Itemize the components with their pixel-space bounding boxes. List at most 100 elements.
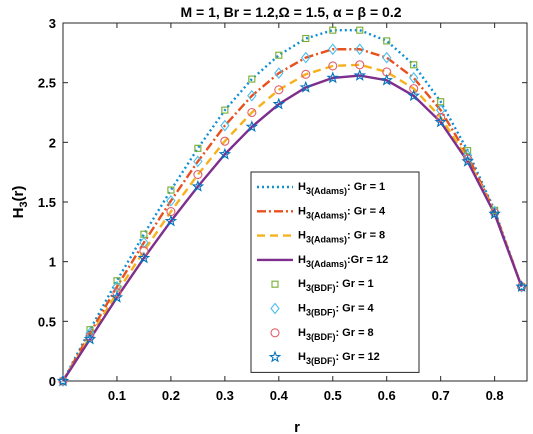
legend-item: H3(Adams): Gr = 4 (257, 205, 386, 220)
data-point (407, 89, 420, 102)
data-point (247, 107, 257, 118)
series-4 (61, 74, 523, 382)
legend-item: H3(Adams): Gr = 1 (257, 181, 385, 196)
x-axis-label: r (294, 419, 300, 434)
data-point (299, 80, 313, 93)
data-point (110, 290, 124, 303)
x-tick-label: 0.3 (216, 388, 234, 403)
legend-item: H3(Adams):Gr = 12 (257, 254, 388, 269)
x-tick-label: 0.6 (378, 388, 396, 403)
series-line (61, 48, 523, 382)
data-point (462, 149, 473, 162)
data-point (274, 67, 284, 80)
data-point (435, 104, 446, 116)
data-point (301, 69, 311, 79)
series-5 (59, 26, 526, 385)
legend-box (250, 171, 420, 373)
x-tick-label: 0.5 (324, 388, 342, 403)
data-point (167, 186, 175, 194)
data-point (408, 72, 419, 84)
data-point (326, 71, 340, 84)
data-point (434, 115, 447, 128)
data-point (355, 60, 365, 70)
data-point (193, 155, 203, 168)
x-tick-label: 0.2 (162, 388, 180, 403)
legend-label: H3(Adams): Gr = 1 (298, 181, 385, 196)
data-point (220, 119, 230, 132)
legend-label: H3(Adams): Gr = 4 (298, 205, 386, 220)
legend-label: H3(Adams): Gr = 8 (298, 230, 385, 245)
chart-title: M = 1, Br = 1.2,Ω = 1.5, α = β = 0.2 (181, 4, 402, 20)
data-point (328, 43, 338, 56)
y-tick-label: 0.5 (38, 314, 56, 329)
legend-item: H3(Adams): Gr = 8 (257, 230, 385, 245)
y-axis-label-rest: (r) (10, 186, 27, 202)
y-axis-label: H3(r) (10, 186, 30, 219)
y-tick-label: 0 (49, 374, 56, 389)
data-point (137, 251, 151, 264)
x-tick-label: 0.8 (486, 388, 504, 403)
y-axis-label-sub: 3 (18, 201, 30, 207)
x-tick-label: 0.1 (108, 388, 126, 403)
data-point (139, 246, 149, 256)
data-point (461, 154, 474, 167)
legend-label: H3(BDF): Gr = 12 (298, 351, 380, 366)
data-point (194, 144, 202, 152)
data-point (436, 112, 446, 122)
data-point (218, 147, 232, 160)
data-point (301, 51, 311, 64)
data-point (112, 288, 122, 298)
y-tick-label: 2.5 (38, 76, 56, 91)
data-point (464, 147, 472, 155)
data-point (164, 214, 178, 227)
data-point (248, 75, 256, 83)
data-point (191, 179, 205, 192)
data-point (328, 61, 338, 71)
x-tick-label: 0.7 (432, 388, 450, 403)
data-point (274, 85, 284, 95)
legend-label: H3(BDF): Gr = 4 (298, 303, 375, 318)
series-3 (61, 63, 523, 382)
legend-item: H3(BDF): Gr = 12 (268, 350, 380, 366)
series-2 (61, 48, 523, 382)
data-point (353, 68, 366, 81)
data-point (410, 61, 418, 69)
legend-marker-swatch (270, 328, 280, 338)
data-point (220, 136, 230, 146)
data-point (275, 51, 283, 59)
legend-label: H3(BDF): Gr = 1 (298, 278, 374, 293)
data-point (382, 51, 392, 64)
data-point (515, 280, 528, 293)
legend-label: H3(Adams):Gr = 12 (298, 254, 388, 269)
y-tick-label: 3 (49, 16, 56, 31)
y-axis-label-main: H (10, 208, 27, 219)
data-point (247, 89, 257, 102)
data-point (245, 120, 259, 133)
series-8 (56, 68, 528, 387)
legend: H3(Adams): Gr = 1 H3(Adams): Gr = 4 H3(Ada… (250, 171, 420, 373)
data-point (113, 277, 121, 285)
data-point (85, 327, 95, 340)
y-tick-label: 2 (49, 135, 56, 150)
y-tick-label: 1 (49, 255, 56, 270)
data-point (166, 194, 176, 207)
data-point (56, 374, 70, 387)
legend-label: H3(BDF): Gr = 8 (298, 327, 374, 342)
data-point (356, 26, 364, 34)
data-point (193, 170, 203, 180)
data-point (272, 97, 286, 110)
series-line (61, 63, 523, 382)
data-point (355, 43, 365, 56)
legend-item: H3(BDF): Gr = 4 (270, 302, 375, 318)
legend-item: H3(BDF): Gr = 8 (270, 327, 374, 342)
plot-area: 0.1 0.2 0.3 0.4 0.5 0.6 0.7 0.8 0 0.5 1 1.5 2 2.5 3 (38, 16, 528, 403)
data-point (221, 106, 229, 114)
data-point (488, 207, 501, 220)
legend-marker-swatch (270, 302, 280, 315)
series-line (61, 74, 523, 382)
data-point (383, 37, 391, 45)
legend-item: H3(BDF): Gr = 1 (271, 278, 374, 293)
data-point (83, 332, 97, 345)
x-tick-label: 0.4 (270, 388, 289, 403)
